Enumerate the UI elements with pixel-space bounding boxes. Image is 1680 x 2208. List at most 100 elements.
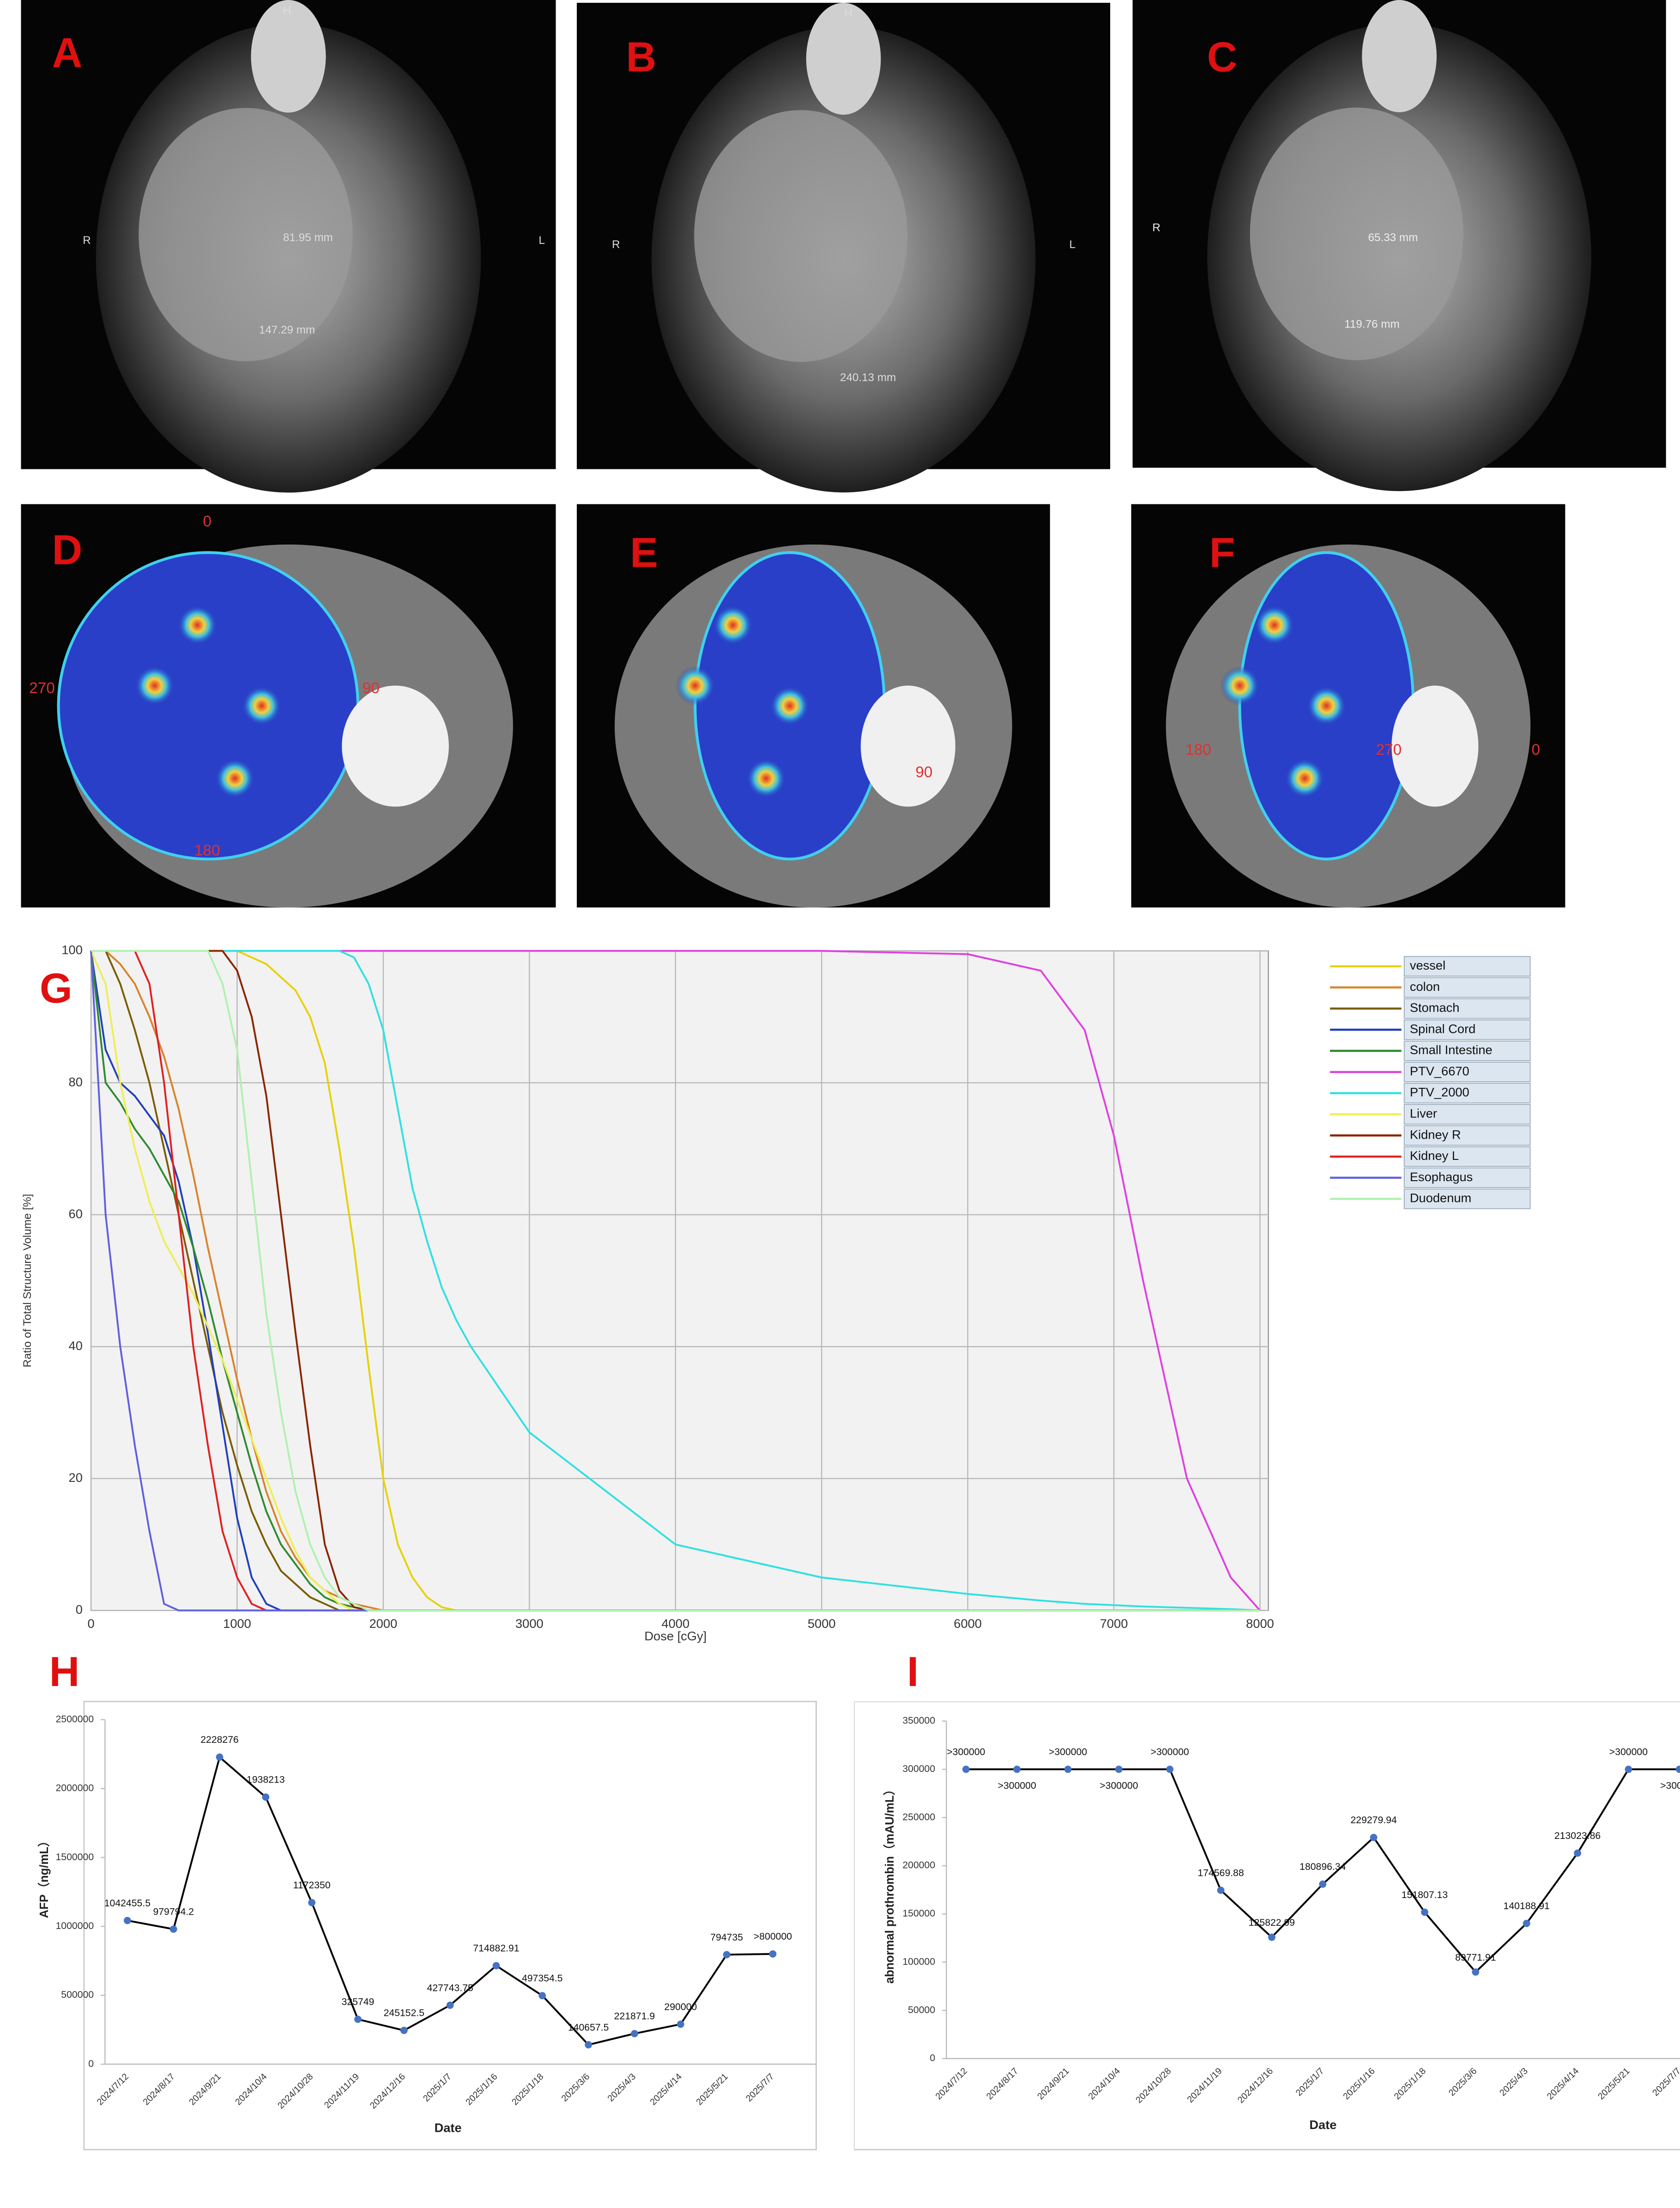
y-tick-label: 350000 [902, 1716, 935, 1726]
annotation: 0 [1531, 741, 1540, 758]
data-point [1625, 1765, 1632, 1773]
legend-label: Stomach [1410, 1001, 1460, 1015]
data-point [723, 1951, 731, 1959]
legend-label: Spinal Cord [1410, 1021, 1475, 1036]
data-point [538, 1992, 546, 2000]
data-label: >300000 [1100, 1780, 1138, 1791]
annotation: 270 [1376, 741, 1402, 758]
y-tick-label: 1500000 [56, 1852, 94, 1862]
data-point [492, 1962, 500, 1970]
dose-spot [1307, 686, 1346, 726]
legend-box [1403, 1104, 1531, 1125]
legend-box [1403, 1189, 1531, 1209]
data-label: 174569.88 [1197, 1868, 1244, 1878]
y-tick-label: 1000000 [56, 1921, 94, 1931]
data-point [354, 2015, 362, 2023]
y-tick-label: 40 [69, 1338, 83, 1353]
panel-label: H [49, 1649, 80, 1695]
annotation: 180 [1185, 741, 1211, 758]
data-point [1166, 1765, 1174, 1773]
legend-box [1403, 998, 1531, 1019]
annotation: 81.95 mm [283, 231, 333, 244]
x-axis-label: Dose [cGy] [644, 1629, 707, 1643]
legend-label: colon [1410, 979, 1440, 994]
data-point [400, 2026, 408, 2034]
data-label: >300000 [1609, 1747, 1648, 1758]
legend-box [1403, 1167, 1531, 1188]
data-label: 1042455.5 [104, 1898, 151, 1909]
x-tick-label: 8000 [1246, 1616, 1274, 1631]
dose-spot [215, 758, 255, 798]
annotation: 147.29 mm [259, 324, 315, 336]
x-tick-label: 5000 [808, 1616, 836, 1631]
data-label: >300000 [1151, 1747, 1189, 1758]
y-tick-label: 50000 [908, 2005, 935, 2015]
x-tick-label: 1000 [223, 1616, 251, 1631]
data-label: 125822.99 [1249, 1917, 1295, 1928]
annotation: R [83, 234, 91, 247]
x-tick-label: 4000 [661, 1616, 689, 1631]
data-point [124, 1917, 131, 1924]
chart-group: 0 50000 100000 150000 200000 250000 300000 3500… [854, 1701, 1680, 2151]
y-tick-label: 250000 [902, 1812, 935, 1822]
dose-spot [178, 605, 218, 645]
data-label: 794735 [710, 1932, 743, 1943]
data-point [1675, 1765, 1680, 1773]
x-tick-label: 0 [87, 1616, 94, 1631]
legend-box [1403, 1125, 1531, 1146]
data-label: 714882.91 [473, 1943, 519, 1954]
annotation: 90 [363, 679, 380, 697]
data-label: 2228276 [200, 1735, 239, 1745]
y-axis-label: abnormal prothrombin（mAU/mL） [883, 1783, 896, 1984]
data-label: 979794.2 [153, 1907, 194, 1917]
data-point [1319, 1880, 1327, 1888]
data-point [677, 2020, 684, 2028]
y-axis-label: AFP（ng/mL） [37, 1835, 51, 1918]
annotation: 119.76 mm [1344, 318, 1400, 331]
data-point [1421, 1908, 1428, 1916]
legend-label: vessel [1410, 958, 1445, 972]
organ-shape [1391, 685, 1479, 807]
data-label: 151807.13 [1402, 1890, 1448, 1900]
data-point [1064, 1765, 1072, 1773]
data-point [262, 1793, 270, 1801]
data-point [1013, 1765, 1021, 1773]
panel-label: E [630, 530, 658, 576]
x-tick-label: 3000 [515, 1616, 544, 1631]
data-label: >800000 [754, 1931, 792, 1942]
organ-shape [251, 0, 326, 113]
organ-shape [806, 3, 881, 115]
target-shape [57, 551, 360, 861]
data-point [585, 2041, 592, 2049]
data-label: 497354.5 [522, 1973, 563, 1984]
dose-spot [1220, 666, 1259, 705]
annotation: H [283, 5, 291, 17]
legend-label: Duodenum [1410, 1191, 1471, 1205]
panel-label: G [40, 965, 73, 1012]
legend-label: Kidney R [1410, 1127, 1461, 1141]
y-tick-label: 2000000 [56, 1783, 94, 1794]
data-label: >300000 [1660, 1780, 1680, 1791]
data-label: 140657.5 [568, 2022, 609, 2033]
data-label: 180896.34 [1299, 1862, 1346, 1872]
data-label: 427743.75 [427, 1983, 473, 1993]
organ-shape [1250, 107, 1463, 360]
panel-label: B [626, 34, 657, 80]
data-point [1472, 1968, 1480, 1976]
dose-spot [1255, 605, 1294, 645]
y-tick-label: 100000 [902, 1956, 935, 1967]
annotation: 0 [203, 513, 212, 530]
data-label: >300000 [947, 1747, 985, 1758]
data-point [769, 1950, 777, 1958]
y-tick-label: 20 [69, 1470, 83, 1485]
organ-shape [1362, 0, 1437, 113]
annotation: 180 [194, 842, 220, 859]
legend-box [1403, 1083, 1531, 1104]
chart-group: 050000010000001500000200000025000002024/… [37, 1700, 817, 2151]
y-tick-label: 60 [69, 1207, 83, 1221]
x-axis-label: Date [435, 2120, 462, 2135]
x-tick-label: 6000 [954, 1616, 982, 1631]
annotation: 65.33 mm [1368, 231, 1418, 244]
y-axis-label: Ratio of Total Structure Volume [%] [21, 1194, 34, 1368]
data-point [446, 2002, 454, 2009]
